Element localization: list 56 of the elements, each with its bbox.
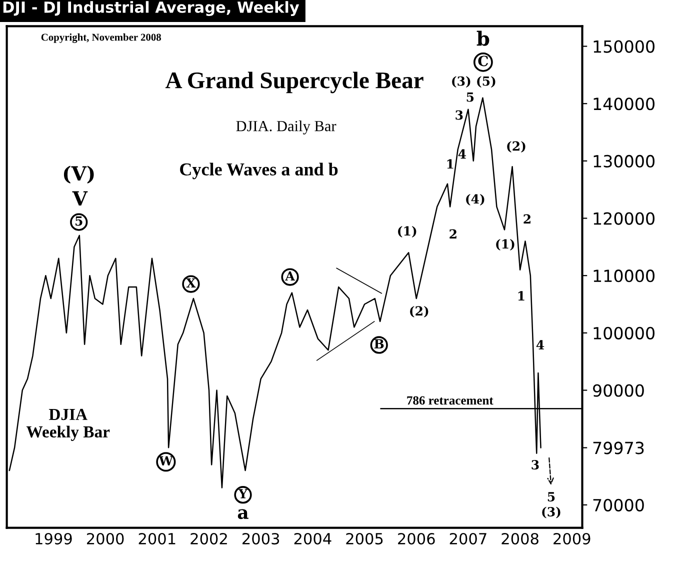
annotation: (V): [64, 166, 94, 184]
annotation: (3): [452, 76, 470, 88]
y-tick-label: 150000: [594, 40, 654, 53]
x-tick-label: 2004: [294, 532, 332, 545]
annotation: 5: [548, 492, 555, 502]
annotation: 5: [466, 92, 474, 102]
annotation: (1): [398, 226, 416, 238]
annotation: 4: [536, 340, 544, 350]
x-tick-label: 2008: [502, 532, 538, 545]
text: DJIA. Daily Bar: [236, 120, 336, 134]
x-tick-label: 2003: [242, 532, 280, 545]
annotation: (1): [496, 238, 514, 250]
text: A Grand Supercycle Bear: [165, 72, 424, 94]
annotation: (4): [466, 194, 484, 206]
annotation: 5: [76, 216, 82, 226]
annotation: X: [186, 278, 196, 288]
x-tick-label: 2006: [398, 532, 435, 545]
x-tick-label: 1999: [36, 532, 72, 545]
annotation: C: [478, 56, 488, 66]
x-tick-label: 2001: [138, 532, 176, 545]
x-tick-label: 2007: [450, 532, 486, 545]
annotation: Copyright, November 2008: [41, 33, 161, 43]
x-tick-label: 2005: [346, 532, 383, 545]
annotation: (3): [542, 506, 560, 518]
annotation: (2): [507, 141, 526, 153]
y-tick-label: 90000: [593, 384, 644, 397]
annotation: b: [476, 30, 490, 46]
y-tick-label: 110000: [594, 270, 654, 282]
annotation: W: [158, 456, 174, 466]
annotation: 4: [458, 149, 466, 159]
annotation: (5): [477, 76, 496, 88]
annotation: 1: [447, 159, 454, 169]
annotation: 3: [456, 110, 463, 120]
annotation: a: [238, 509, 248, 520]
annotation: 3: [532, 460, 539, 470]
y-tick-label: 130000: [594, 154, 654, 168]
annotation: A: [285, 271, 296, 280]
annotation: V: [72, 191, 88, 206]
x-tick-label: 2009: [554, 532, 590, 545]
x-tick-label: 2000: [86, 532, 124, 545]
annotation: Y: [238, 489, 248, 498]
annotation: B: [374, 339, 384, 348]
y-tick-label: 140000: [594, 98, 654, 110]
text: DJI - DJ Industrial Average, Weekly: [3, 1, 300, 16]
y-tick-label: 70000: [593, 498, 644, 512]
y-tick-label: 100000: [594, 326, 654, 340]
y-tick-label: 79973: [593, 442, 644, 454]
annotation: 1: [518, 291, 524, 300]
x-tick-label: 2002: [190, 532, 227, 545]
ref-line-label: 786 retracement: [407, 396, 494, 405]
annotation: 2: [450, 229, 456, 239]
annotation: 2: [524, 214, 530, 224]
annotation: DJIA Weekly Bar: [26, 408, 110, 441]
annotation: (2): [410, 306, 428, 318]
annotation: Cycle Waves a and b: [180, 162, 338, 180]
y-tick-label: 120000: [594, 212, 654, 225]
